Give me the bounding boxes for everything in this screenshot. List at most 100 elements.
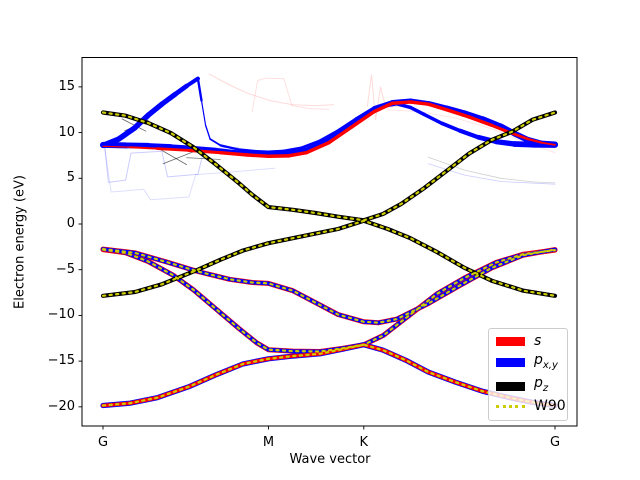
band-s-conduction-seg: [187, 148, 223, 155]
band-s-conduction-seg: [372, 101, 395, 114]
band-s-conduction-seg: [467, 115, 494, 127]
legend-swatch-pz: [496, 381, 525, 391]
band-p-sigma-valence-shallow: [101, 247, 557, 325]
band-s-conduction-seg: [129, 146, 159, 150]
band-s-conduction-seg: [540, 141, 556, 146]
band-s-conduction-seg: [349, 109, 376, 129]
band-p-sigma-conduction-flat-seg: [349, 109, 372, 126]
band-s-conduction-seg: [218, 150, 250, 157]
w90-overlay-p-sigma-valence-steep: [101, 248, 557, 353]
faint-band-11: [162, 151, 194, 165]
legend-swatch-pxy: [496, 358, 525, 368]
y-tick-label-10: 10: [58, 124, 75, 140]
x-tick-label-2-K: K: [359, 435, 369, 450]
band-pz-conduction-pi-star: [100, 110, 558, 223]
legend-item-w90: W90: [489, 399, 567, 414]
y-tick-label--15: −15: [47, 353, 75, 369]
x-axis-label: Wave vector: [289, 452, 371, 467]
band-p-sigma-conduction-peak-seg: [255, 150, 270, 154]
legend-label-s: s: [534, 333, 542, 350]
band-p-sigma-conduction-flat-seg: [440, 121, 462, 133]
band-s-conduction-seg: [286, 150, 309, 158]
faint-band-3: [104, 146, 240, 183]
band-s-conduction-seg: [245, 153, 271, 159]
band-p-sigma-conduction-peak-seg: [444, 105, 468, 116]
band-p-sigma-conduction-peak-seg: [282, 146, 304, 153]
y-tick-label--5: −5: [55, 261, 75, 277]
band-p-sigma-conduction-peak-seg: [237, 148, 258, 153]
band-p-sigma-conduction-flat-seg: [254, 151, 271, 156]
band-p-sigma-conduction-peak-seg: [462, 110, 486, 122]
band-p-sigma-conduction-peak-seg: [318, 129, 340, 143]
legend-label-pz: pz: [534, 375, 549, 394]
band-p-sigma-conduction-flat-seg: [304, 137, 331, 152]
band-p-sigma-conduction-peak-seg: [196, 77, 203, 102]
band-p-sigma-conduction-peak-seg: [200, 99, 207, 126]
band-p-sigma-conduction-peak-seg: [159, 91, 178, 107]
legend-label-subscript-pxy: x,y: [542, 359, 558, 371]
w90-overlay-p-sigma-valence-shallow: [101, 248, 557, 324]
band-s-conduction-seg: [102, 145, 131, 148]
band-s-conduction-seg: [390, 100, 413, 106]
band-p-sigma-conduction-peak-seg: [219, 144, 240, 151]
band-p-sigma-conduction-flat-seg: [145, 143, 174, 150]
band-p-sigma-conduction-peak-seg: [209, 138, 222, 147]
band-p-sigma-conduction-flat-seg: [511, 141, 536, 148]
band-p-sigma-conduction-flat-seg: [286, 147, 309, 155]
y-tick-label--20: −20: [47, 398, 75, 414]
legend-label-subscript-pz: z: [542, 383, 549, 394]
faint-band-4: [104, 147, 276, 201]
faint-band-6: [427, 163, 556, 185]
axes-frame: [81, 57, 578, 427]
legend-box: s px,y pz W90: [488, 328, 568, 421]
w90-overlay-pz-conduction-pi-star: [101, 111, 557, 222]
y-axis-label: Electron energy (eV): [12, 175, 28, 309]
band-p-sigma-conduction-flat-seg: [266, 151, 291, 156]
band-s-conduction-seg: [408, 100, 431, 106]
band-pz-valence-pi: [100, 218, 558, 298]
y-tick-label-5: 5: [66, 170, 75, 186]
band-s-conduction-seg: [304, 140, 331, 155]
legend-dotted-line-w90: [496, 405, 525, 409]
faint-band-1: [251, 77, 330, 113]
band-p-sigma-conduction-peak-seg: [204, 124, 211, 140]
band-p-sigma-conduction-peak-seg: [267, 149, 286, 154]
band-p-sigma-conduction-peak-seg: [184, 76, 200, 88]
band-p-sigma-conduction-flat-seg: [214, 148, 241, 155]
band-p-sigma-conduction-flat-seg: [100, 141, 129, 149]
x-tick-label-1-M: M: [262, 435, 275, 450]
band-p-sigma-conduction-peak-seg: [116, 125, 138, 142]
w90-overlay-s-valence: [101, 343, 557, 407]
band-p-sigma-conduction-peak-seg: [300, 139, 322, 150]
legend-item-pz: pz: [489, 376, 567, 396]
faint-band-0: [208, 73, 334, 107]
band-p-sigma-conduction-peak-seg: [172, 83, 189, 97]
y-tick-label--10: −10: [47, 307, 75, 323]
band-p-sigma-conduction-flat-seg: [408, 105, 426, 117]
x-tick-label-3-G: G: [549, 435, 561, 450]
legend-item-pxy: px,y: [489, 353, 567, 373]
band-p-sigma-conduction-flat-seg: [236, 150, 259, 156]
band-p-sigma-conduction-peak-seg: [480, 116, 504, 129]
band-s-conduction-seg: [526, 137, 543, 144]
x-tick-label-0-G: G: [97, 435, 109, 450]
band-s-conduction-seg: [444, 107, 471, 119]
legend-label-pxy: px,y: [534, 351, 558, 371]
band-p-sigma-conduction-flat-seg: [168, 144, 196, 151]
band-p-sigma-conduction-flat-seg: [493, 139, 517, 147]
band-s-conduction-seg: [327, 125, 354, 145]
band-s-conduction-seg: [426, 102, 449, 112]
y-tick-label-0: 0: [66, 216, 75, 231]
legend-swatch-s: [496, 337, 525, 347]
band-p-sigma-conduction-flat-seg: [422, 112, 444, 126]
band-p-sigma-conduction-flat-seg: [327, 121, 354, 141]
band-s-conduction-seg: [155, 147, 191, 152]
band-p-sigma-conduction-peak-seg: [145, 101, 165, 118]
legend-item-s: s: [489, 334, 567, 349]
faint-band-12: [186, 157, 221, 160]
faint-band-10: [159, 148, 188, 166]
band-s-conduction-seg: [490, 123, 512, 135]
w90-overlay-pz-valence-pi: [101, 219, 557, 297]
